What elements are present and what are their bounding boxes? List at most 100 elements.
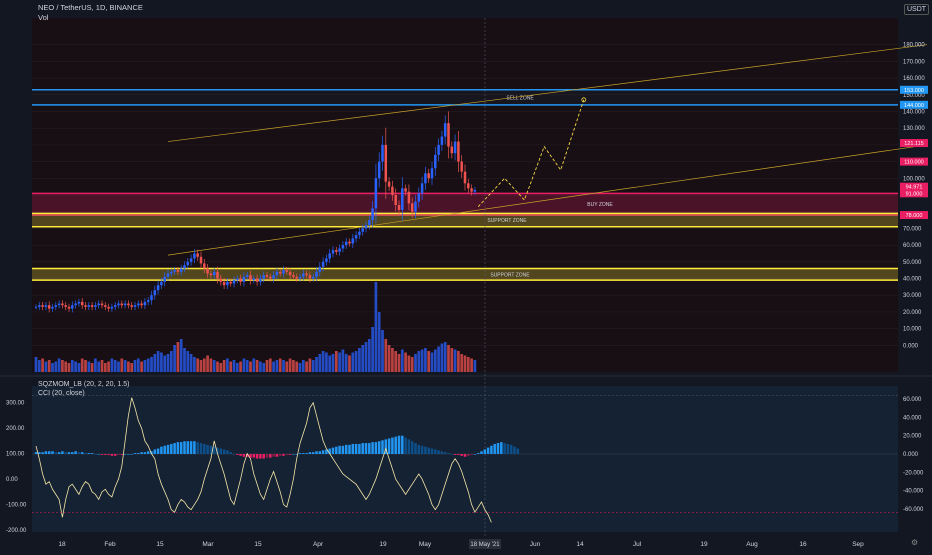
time-axis-label: Feb [104, 541, 116, 548]
volume-bar [34, 357, 38, 372]
indicator-axis-label: 40.000 [903, 415, 922, 421]
candle-body [137, 303, 140, 306]
momentum-bar [216, 447, 219, 454]
momentum-bar [397, 435, 401, 454]
volume-bar [341, 349, 345, 372]
candle-body [430, 168, 434, 179]
volume-bar [450, 348, 454, 372]
momentum-bar [87, 453, 91, 454]
volume-bar [51, 363, 54, 372]
momentum-bar [193, 441, 196, 454]
candle-body [153, 290, 157, 296]
candle-body [196, 253, 199, 257]
price-axis-label: 160.000 [903, 76, 925, 82]
price-badge-label: 144.000 [904, 103, 924, 109]
candle-body [150, 295, 153, 301]
volume-bar [196, 358, 200, 372]
momentum-bar [265, 454, 269, 458]
candle-body [236, 278, 239, 281]
momentum-bar [325, 449, 328, 454]
candle-body [67, 306, 71, 309]
candle-body [384, 144, 388, 182]
time-axis-label: May [419, 541, 432, 548]
momentum-bar [67, 452, 71, 454]
momentum-bar [500, 442, 503, 454]
candle-body [315, 271, 318, 277]
candle-body [348, 241, 351, 244]
candle-body [179, 268, 183, 272]
volume-bar [321, 351, 325, 372]
momentum-bar [245, 454, 249, 457]
momentum-bar [123, 454, 127, 455]
candle-body [64, 305, 67, 307]
price-axis-label: 130.000 [903, 126, 925, 132]
volume-bar [325, 352, 328, 372]
momentum-bar [335, 446, 338, 454]
candle-body [163, 276, 166, 282]
trendline [167, 144, 928, 256]
candle-body [377, 161, 381, 179]
candle-body [341, 245, 345, 249]
momentum-bar [100, 454, 104, 455]
volume-bar [268, 358, 272, 372]
momentum-bar [54, 452, 58, 454]
candle-body [457, 141, 460, 162]
momentum-bar [381, 440, 384, 454]
volume-bar [400, 349, 404, 372]
candle-body [193, 253, 196, 259]
volume-bar [437, 346, 440, 372]
momentum-bar [467, 454, 470, 456]
candle-body [113, 305, 117, 307]
indicator-axis-label: -20.000 [903, 470, 924, 476]
candle-body [146, 300, 150, 302]
momentum-bar [440, 451, 444, 454]
volume-bar [67, 363, 71, 372]
momentum-bar [473, 454, 477, 455]
momentum-bar [269, 454, 272, 458]
cci-axis-label: 0.00 [6, 477, 18, 483]
candle-body [61, 303, 64, 306]
candle-body [34, 306, 38, 308]
candle-body [255, 278, 259, 282]
volume-bar [113, 360, 117, 372]
momentum-bar [117, 454, 120, 455]
candle-body [127, 303, 130, 306]
projection-target [581, 97, 587, 103]
candle-body [117, 303, 120, 306]
candle-body [44, 305, 48, 307]
momentum-bar [275, 454, 279, 457]
candle-body [358, 231, 361, 236]
volume-bar [64, 361, 68, 372]
momentum-bar [61, 451, 64, 454]
price-badge [900, 182, 928, 191]
volume-bar [394, 351, 398, 372]
candle-body [107, 306, 110, 309]
volume-bar [308, 358, 312, 372]
volume-bar [381, 330, 384, 372]
momentum-bar [133, 453, 137, 454]
currency-badge[interactable]: USDT [904, 4, 930, 15]
volume-bar [424, 348, 427, 372]
volume-bar [374, 282, 378, 372]
candle-body [259, 278, 262, 282]
volume-bar [473, 360, 477, 372]
candle-body [404, 188, 407, 192]
momentum-bar [493, 443, 496, 454]
momentum-bar [371, 442, 374, 454]
candle-body [104, 305, 107, 307]
settings-gear-icon[interactable]: ⚙ [911, 538, 919, 547]
candle-body [77, 301, 81, 304]
momentum-bar [97, 454, 100, 455]
volume-bar [285, 361, 289, 372]
time-axis-label: 19 [700, 541, 708, 548]
volume-bar [387, 345, 391, 372]
volume-bar [301, 360, 305, 372]
volume-bar [407, 355, 411, 372]
cci-line [35, 397, 492, 523]
candle-body [229, 281, 232, 284]
momentum-bar [282, 454, 285, 456]
momentum-bar [179, 442, 183, 454]
candle-body [374, 178, 378, 209]
candle-body [47, 305, 51, 309]
volume-bar [259, 361, 262, 372]
